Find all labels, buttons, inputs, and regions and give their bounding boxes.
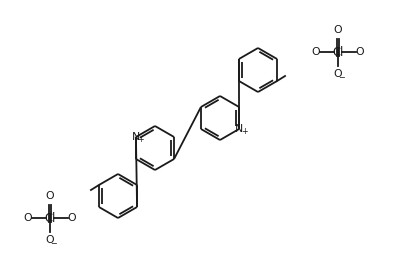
Text: O: O: [46, 235, 54, 245]
Text: O: O: [24, 213, 32, 223]
Text: −: −: [51, 239, 57, 248]
Text: +: +: [137, 136, 144, 144]
Text: O: O: [333, 69, 342, 79]
Text: Cl: Cl: [44, 211, 55, 224]
Text: Cl: Cl: [332, 46, 343, 59]
Text: O: O: [311, 47, 320, 57]
Text: −: −: [338, 73, 344, 83]
Text: O: O: [67, 213, 76, 223]
Text: N: N: [132, 132, 140, 142]
Text: O: O: [333, 25, 342, 35]
Text: O: O: [46, 191, 54, 201]
Text: +: +: [240, 127, 247, 137]
Text: O: O: [355, 47, 363, 57]
Text: N: N: [234, 124, 243, 134]
